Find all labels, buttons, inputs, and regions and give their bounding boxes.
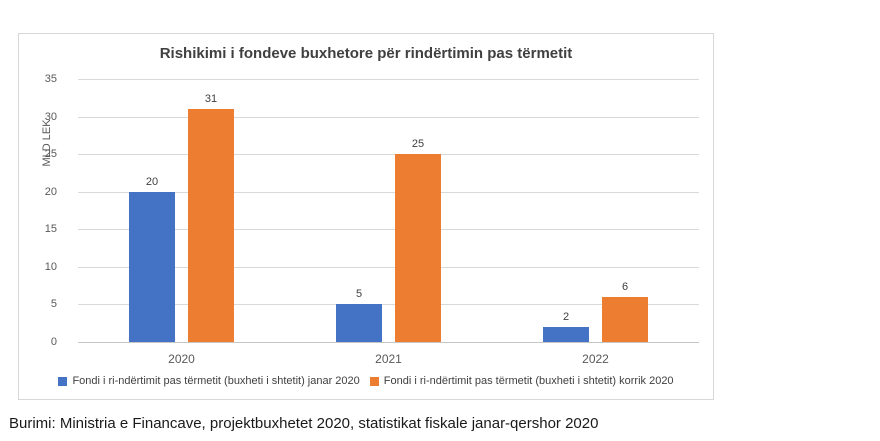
bar-value-label: 25: [411, 138, 425, 151]
source-caption: Burimi: Ministria e Financave, projektbu…: [9, 415, 599, 432]
x-tick-label: 2022: [582, 352, 609, 366]
gridline: [78, 304, 699, 306]
y-tick-label: 35: [44, 73, 57, 85]
bar-value-label: 2: [562, 310, 570, 323]
legend-item: Fondi i ri-ndërtimit pas tërmetit (buxhe…: [369, 375, 674, 387]
x-tick-label: 2020: [168, 352, 195, 366]
gridline: [78, 266, 699, 268]
y-tick-label: 15: [44, 223, 57, 236]
bar-value-label: 5: [355, 288, 363, 301]
y-tick-label: 30: [44, 110, 57, 123]
bar: [543, 326, 589, 342]
y-tick-label: 25: [44, 148, 57, 161]
bar-value-label: 6: [621, 280, 629, 293]
bar: [395, 154, 441, 342]
gridline: [78, 116, 699, 118]
gridline: [78, 191, 699, 193]
y-tick-label: 5: [50, 298, 57, 311]
bar-value-label: 20: [145, 175, 159, 188]
x-tick-label: 2021: [375, 352, 402, 366]
bar: [602, 296, 648, 342]
legend-label: Fondi i ri-ndërtimit pas tërmetit (buxhe…: [383, 375, 674, 387]
x-axis-line: [78, 342, 699, 343]
chart: Rishikimi i fondeve buxhetore për rindër…: [18, 33, 714, 400]
gridline: [78, 79, 699, 80]
legend-label: Fondi i ri-ndërtimit pas tërmetit (buxhe…: [72, 375, 360, 387]
bar: [188, 109, 234, 342]
x-axis-labels: 2020 2021 2022: [78, 352, 699, 368]
bar: [129, 191, 175, 342]
y-tick-label: 10: [44, 260, 57, 273]
y-tick-label: 0: [50, 336, 57, 348]
gridline: [78, 154, 699, 156]
plot-area: 20 31 5 25 2 6: [78, 79, 699, 343]
chart-title: Rishikimi i fondeve buxhetore për rindër…: [159, 45, 573, 62]
legend-marker: [369, 376, 379, 386]
legend-item: Fondi i ri-ndërtimit pas tërmetit (buxhe…: [58, 375, 360, 387]
bar: [336, 304, 382, 342]
bar-value-label: 31: [204, 93, 218, 106]
gridline: [78, 229, 699, 231]
legend-marker: [58, 376, 68, 386]
legend: Fondi i ri-ndërtimit pas tërmetit (buxhe…: [19, 375, 713, 387]
y-tick-label: 20: [44, 185, 57, 198]
